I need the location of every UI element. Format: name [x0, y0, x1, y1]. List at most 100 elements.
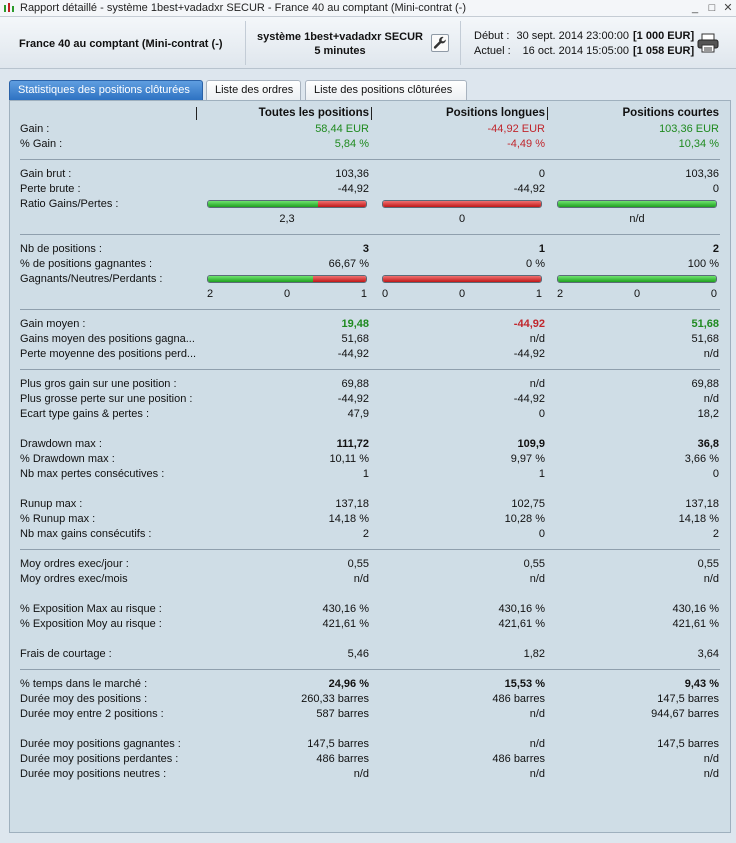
- value-long: n/d: [529, 333, 545, 345]
- printer-icon[interactable]: [697, 33, 719, 53]
- row-label: Gain brut :: [20, 168, 72, 180]
- start-label: Début :: [474, 30, 510, 42]
- count-winners: 0: [382, 288, 389, 300]
- tab-orders-list[interactable]: Liste des ordres: [206, 80, 301, 100]
- settings-wrench-button[interactable]: [431, 34, 449, 52]
- value-short: 944,67 barres: [651, 708, 719, 720]
- ratio-bar-short: [557, 200, 717, 208]
- row-pct-expo-max: % Exposition Max au risque : 430,16 % 43…: [10, 602, 732, 617]
- value-short: 0: [712, 468, 719, 480]
- row-nb-max-gains: Nb max gains consécutifs : 2 0 2: [10, 527, 732, 542]
- value-all: 19,48: [341, 318, 369, 330]
- value-short: 103,36 EUR: [659, 123, 719, 135]
- value-all: 69,88: [341, 378, 369, 390]
- gnp-counts-all: 2 0 1: [207, 287, 367, 302]
- value-short: n/d: [703, 753, 719, 765]
- count-winners: 2: [557, 288, 564, 300]
- value-long: 0: [538, 168, 545, 180]
- value-all: -44,92: [337, 348, 369, 360]
- value-long: -44,92 EUR: [487, 123, 545, 135]
- system-info: système 1best+vadadxr SECUR 5 minutes: [250, 30, 430, 58]
- row-label: Durée moy positions gagnantes :: [20, 738, 181, 750]
- minimize-button[interactable]: _: [691, 2, 699, 14]
- row-label: Gains moyen des positions gagna...: [20, 333, 195, 345]
- row-pct-drawdown-max: % Drawdown max : 10,11 % 9,97 % 3,66 %: [10, 452, 732, 467]
- column-header-long: Positions longues: [445, 107, 545, 119]
- value-all: 5,84 %: [334, 138, 369, 150]
- value-all: 3: [362, 243, 369, 255]
- value-short: 51,68: [691, 333, 719, 345]
- statistics-panel: Toutes les positions Positions longues P…: [9, 100, 731, 833]
- value-short: n/d: [629, 213, 645, 225]
- value-all: 58,44 EUR: [315, 123, 369, 135]
- tab-closed-positions-stats[interactable]: Statistiques des positions clôturées: [9, 80, 203, 100]
- value-short: n/d: [703, 573, 719, 585]
- value-short: 10,34 %: [678, 138, 719, 150]
- value-all: 587 barres: [316, 708, 369, 720]
- value-all: 0,55: [347, 558, 369, 570]
- row-drawdown-max: Drawdown max : 111,72 109,9 36,8: [10, 437, 732, 452]
- section-divider: [20, 159, 720, 160]
- row-duree-moy-entre: Durée moy entre 2 positions : 587 barres…: [10, 707, 732, 722]
- row-moy-ordres-mois: Moy ordres exec/mois n/d n/d n/d: [10, 572, 732, 587]
- row-nb-positions: Nb de positions : 3 1 2: [10, 242, 732, 257]
- value-short: 0,55: [697, 558, 719, 570]
- bar-red-segment: [383, 276, 541, 282]
- value-all: 137,18: [335, 498, 369, 510]
- row-label: % Gain :: [20, 138, 63, 150]
- value-all: 111,72: [336, 438, 369, 450]
- row-label: Ecart type gains & pertes :: [20, 408, 150, 420]
- row-label: Ratio Gains/Pertes :: [20, 198, 119, 210]
- close-button[interactable]: ✕: [723, 2, 733, 14]
- value-long: 15,53 %: [504, 678, 545, 690]
- value-all: 5,46: [347, 648, 369, 660]
- row-gain-moyen: Gain moyen : 19,48 -44,92 51,68: [10, 317, 732, 332]
- row-label: Frais de courtage :: [20, 648, 112, 660]
- value-long: 1: [538, 468, 545, 480]
- value-long: n/d: [529, 738, 545, 750]
- row-ratio: Ratio Gains/Pertes :: [10, 197, 732, 212]
- row-label: Nb max gains consécutifs :: [20, 528, 152, 540]
- tab-closed-positions-list[interactable]: Liste des positions clôturées: [305, 80, 467, 100]
- count-neutral: 0: [634, 288, 641, 300]
- count-neutral: 0: [284, 288, 291, 300]
- row-label: Durée moy positions perdantes :: [20, 753, 179, 765]
- column-header-all: Toutes les positions: [258, 107, 369, 119]
- row-pct-runup-max: % Runup max : 14,18 % 10,28 % 14,18 %: [10, 512, 732, 527]
- window-title: Rapport détaillé - système 1best+vadadxr…: [20, 2, 466, 14]
- gnp-bar-long: [382, 275, 542, 283]
- row-label: Gain :: [20, 123, 50, 135]
- bar-red-segment: [313, 276, 366, 282]
- value-long: 0 %: [526, 258, 545, 270]
- timeframe: 5 minutes: [314, 45, 366, 57]
- instrument-name: France 40 au comptant (Mini-contrat (-): [19, 38, 223, 50]
- count-losers: 0: [710, 288, 717, 300]
- value-long: 109,9: [517, 438, 545, 450]
- value-long: n/d: [529, 573, 545, 585]
- value-short: n/d: [703, 348, 719, 360]
- maximize-button[interactable]: □: [708, 2, 716, 14]
- value-long: n/d: [529, 708, 545, 720]
- gnp-bar-all: [207, 275, 367, 283]
- current-date: 16 oct. 2014 15:05:00: [522, 45, 629, 57]
- value-long: n/d: [529, 378, 545, 390]
- row-duree-neutres: Durée moy positions neutres : n/d n/d n/…: [10, 767, 732, 782]
- row-gain: Gain : 58,44 EUR -44,92 EUR 103,36 EUR: [10, 122, 732, 137]
- value-short: 421,61 %: [672, 618, 719, 630]
- row-label: Perte brute :: [20, 183, 81, 195]
- value-all: 51,68: [341, 333, 369, 345]
- row-label: % Exposition Max au risque :: [20, 603, 162, 615]
- row-label: Nb de positions :: [20, 243, 102, 255]
- row-pct-expo-moy: % Exposition Moy au risque : 421,61 % 42…: [10, 617, 732, 632]
- row-label: Moy ordres exec/jour :: [20, 558, 129, 570]
- value-long: n/d: [529, 768, 545, 780]
- value-long: 10,28 %: [504, 513, 545, 525]
- row-label: Perte moyenne des positions perd...: [20, 348, 197, 360]
- row-plus-grosse-perte: Plus grosse perte sur une position : -44…: [10, 392, 732, 407]
- row-duree-gagnantes: Durée moy positions gagnantes : 147,5 ba…: [10, 737, 732, 752]
- section-divider: [20, 369, 720, 370]
- value-all: -44,92: [337, 183, 369, 195]
- row-frais-courtage: Frais de courtage : 5,46 1,82 3,64: [10, 647, 732, 662]
- value-long: -4,49 %: [507, 138, 545, 150]
- count-losers: 1: [360, 288, 367, 300]
